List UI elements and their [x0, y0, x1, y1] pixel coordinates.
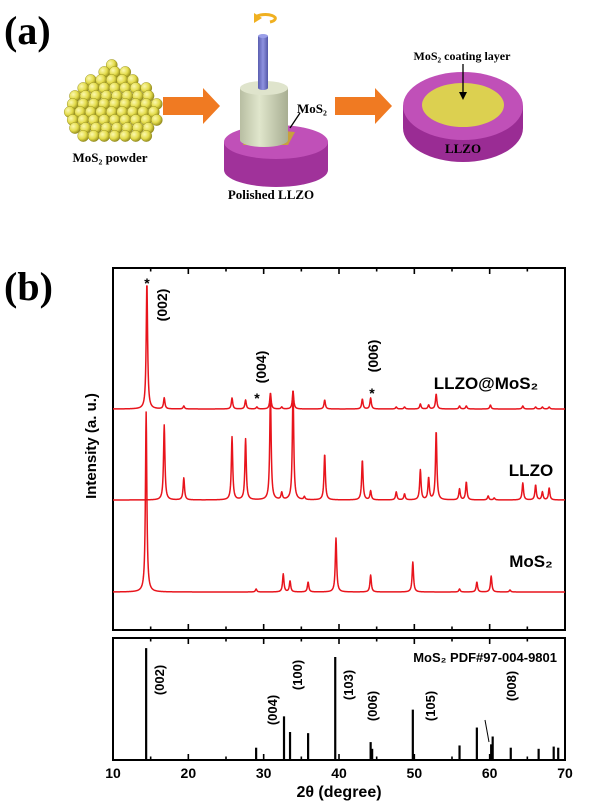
panel-a-label: (a): [4, 8, 51, 53]
panel-b-label: (b): [4, 264, 53, 309]
mos2-layer-label: MoS₂: [297, 101, 327, 116]
powder-label: MoS₂ powder: [72, 150, 147, 165]
hkl-label: (103): [341, 670, 356, 700]
mos2-particle: [87, 130, 100, 142]
llzo-label: LLZO: [445, 141, 481, 156]
hkl-label-004: (004): [253, 351, 269, 384]
x-tick-label: 30: [256, 765, 272, 781]
series-label-llzo: LLZO: [509, 461, 553, 480]
mos2-particle: [150, 114, 163, 126]
y-axis-label: Intensity (a. u.): [83, 393, 100, 499]
mos2-particle: [129, 130, 142, 142]
mos2-particle: [140, 130, 153, 142]
coated-llzo-illustration: [403, 64, 523, 162]
x-tick-label: 60: [482, 765, 498, 781]
coating-layer-label: MoS₂ coating layer: [414, 49, 512, 63]
reference-pattern-plot: MoS₂ PDF#97-004-9801 (002) (004) (100) (…: [105, 637, 573, 801]
arrow-down-icon: [459, 92, 467, 100]
mos2-particle: [98, 130, 111, 142]
reference-title: MoS₂ PDF#97-004-9801: [413, 650, 557, 665]
hkl-label-006: (006): [365, 340, 381, 373]
hkl-label: (002): [152, 665, 167, 695]
arrow-right-icon: [163, 88, 220, 124]
mos2-powder-illustration: [63, 59, 163, 142]
series-label-mos2: MoS₂: [509, 552, 552, 571]
x-tick-label: 10: [105, 765, 121, 781]
polished-llzo-label: Polished LLZO: [228, 187, 314, 202]
x-tick-label: 50: [407, 765, 423, 781]
xrd-trace-mos2: [112, 411, 566, 593]
rotation-arrow-icon: [254, 12, 277, 24]
hkl-label: (100): [290, 660, 305, 690]
polishing-illustration: [224, 12, 328, 187]
hkl-label: (008): [504, 671, 519, 701]
xrd-trace-llzo: [112, 390, 566, 501]
hkl-label: (105): [423, 691, 438, 721]
hkl-label: (004): [265, 695, 280, 725]
star-marker: *: [144, 275, 150, 291]
x-tick-label: 40: [331, 765, 347, 781]
x-axis-label: 2θ (degree): [296, 784, 381, 801]
mos2-particle: [77, 130, 90, 142]
mos2-particle: [108, 130, 121, 142]
plot-frame: [112, 267, 566, 631]
mos2-particle: [119, 130, 132, 142]
hkl-label-002: (002): [154, 289, 170, 322]
mos2-particle: [69, 122, 81, 134]
xrd-patterns-plot: LLZO@MoS₂ LLZO MoS₂ * * * (002) (004) (0…: [112, 267, 566, 631]
star-marker: *: [369, 385, 375, 401]
hkl-label: (006): [365, 691, 380, 721]
xrd-trace-llzo-mos2: [112, 285, 566, 410]
x-tick-label: 20: [181, 765, 197, 781]
x-tick-label: 70: [557, 765, 573, 781]
arrow-right-icon: [335, 88, 392, 124]
star-marker: *: [254, 390, 260, 406]
series-label-llzo-mos2: LLZO@MoS₂: [434, 374, 538, 393]
